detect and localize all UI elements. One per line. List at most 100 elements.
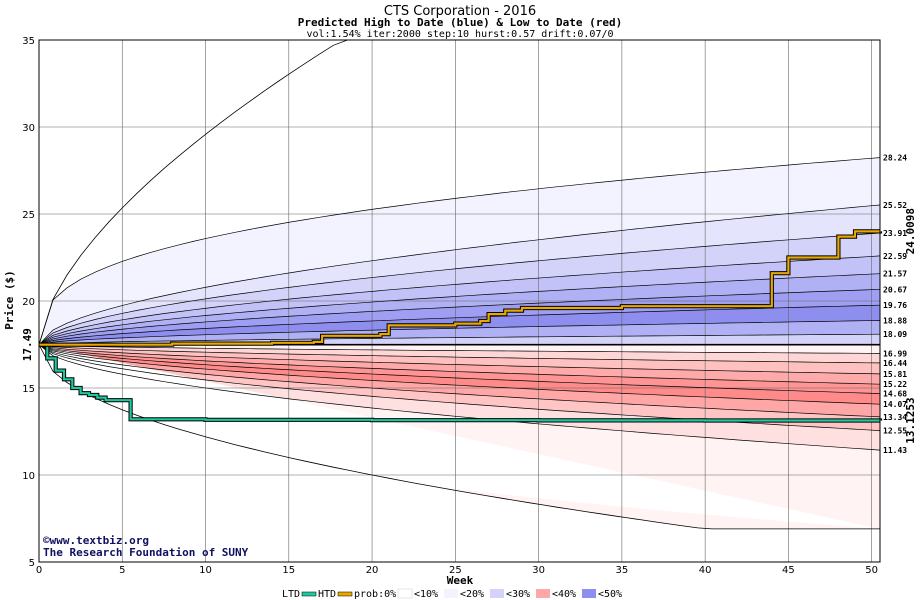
- x-tick-6: 30: [532, 565, 545, 576]
- legend-20-label: <20%: [460, 589, 484, 600]
- y-tick-0: 5: [29, 558, 35, 569]
- low-band-6: [39, 344, 880, 417]
- legend-htd-swatch: [337, 591, 353, 597]
- x-tick-7: 35: [616, 565, 629, 576]
- htd-last-value-label: 24.0098: [904, 208, 917, 254]
- htd-line: [39, 230, 882, 346]
- band-end-label-17: 11.43: [883, 446, 907, 455]
- band-end-label-12: 15.22: [883, 380, 907, 389]
- y-tick-5: 30: [22, 123, 35, 134]
- legend-40-label: <40%: [552, 589, 576, 600]
- x-tick-2: 10: [199, 565, 212, 576]
- ltd-line: [39, 343, 882, 422]
- low-band-3: [39, 344, 880, 385]
- legend-50-label: <50%: [598, 589, 622, 600]
- band-end-label-4: 21.57: [883, 270, 907, 279]
- x-tick-3: 15: [282, 565, 295, 576]
- band-line-3: [38, 255, 881, 345]
- y-tick-6: 35: [22, 36, 35, 47]
- low-band-1: [39, 344, 880, 363]
- legend-ltd-swatch: [301, 591, 317, 597]
- y-tick-4: 25: [22, 210, 35, 221]
- chart-params: vol:1.54% iter:2000 step:10 hurst:0.57 d…: [306, 29, 613, 40]
- x-tick-1: 5: [119, 565, 125, 576]
- band-end-label-6: 19.76: [883, 301, 907, 310]
- y-tick-3: 20: [22, 297, 35, 308]
- band-end-label-2: 23.91: [883, 229, 907, 238]
- credit-org: The Research Foundation of SUNY: [43, 546, 249, 559]
- high-band-3: [39, 233, 880, 345]
- band-line-18: [38, 344, 881, 451]
- band-end-label-8: 18.09: [883, 330, 907, 339]
- low-band-0: [39, 344, 880, 354]
- y-axis-label: Price ($): [3, 270, 16, 330]
- legend: LTD HTD prob:0% <10% <20% <30% <40% <50%: [282, 588, 622, 600]
- y-tick-1: 10: [22, 471, 35, 482]
- band-end-label-7: 18.88: [883, 316, 907, 325]
- x-tick-8: 40: [699, 565, 712, 576]
- low-band-8: [39, 344, 880, 451]
- min-envelope-line: [38, 344, 880, 530]
- low-band-10: [39, 344, 880, 529]
- x-tick-9: 45: [782, 565, 795, 576]
- band-end-label-9: 16.99: [883, 349, 907, 358]
- band-line-5: [38, 288, 881, 346]
- legend-swatch-0: [397, 588, 413, 599]
- band-line-15: [38, 344, 881, 405]
- high-band-1: [39, 157, 880, 345]
- legend-ltd-label: LTD: [282, 589, 300, 600]
- band-end-label-0: 28.24: [883, 154, 907, 163]
- legend-swatch-30: [536, 589, 550, 598]
- legend-10-label: <10%: [414, 589, 438, 600]
- band-line-8: [38, 333, 881, 346]
- legend-30-label: <30%: [506, 589, 530, 600]
- band-end-label-1: 25.52: [883, 201, 907, 210]
- x-tick-5: 25: [449, 565, 462, 576]
- x-tick-0: 0: [36, 565, 42, 576]
- low-band-4: [39, 344, 880, 394]
- band-end-label-3: 22.59: [883, 252, 907, 261]
- band-end-label-5: 20.67: [883, 285, 907, 294]
- high-band-8: [39, 320, 880, 345]
- high-band-5: [39, 273, 880, 345]
- high-band-0: [39, 40, 880, 345]
- band-line-14: [38, 344, 881, 394]
- low-band-5: [39, 344, 880, 405]
- low-band-7: [39, 344, 880, 431]
- y-tick-2: 15: [22, 384, 35, 395]
- band-line-12: [38, 344, 881, 375]
- band-line-0: [38, 157, 881, 345]
- band-end-label-13: 14.68: [883, 390, 907, 399]
- band-line-16: [38, 344, 881, 418]
- x-tick-4: 20: [366, 565, 379, 576]
- high-band-6: [39, 289, 880, 345]
- legend-swatch-40: [582, 589, 596, 598]
- band-end-label-15: 13.34: [883, 413, 907, 422]
- start-price-label: 17.49: [21, 328, 34, 361]
- band-line-1: [38, 204, 881, 345]
- band-line-10: [38, 344, 881, 354]
- series-group: [38, 39, 883, 530]
- legend-swatch-10: [444, 589, 458, 598]
- band-line-4: [38, 273, 881, 346]
- x-tick-10: 50: [865, 565, 878, 576]
- legend-swatch-20: [490, 589, 504, 598]
- plot-frame: [38, 39, 881, 563]
- high-band-2: [39, 205, 880, 345]
- chart-title: CTS Corporation - 2016: [384, 4, 536, 19]
- band-line-2: [38, 232, 881, 345]
- band-line-11: [38, 344, 881, 364]
- band-line-13: [38, 344, 881, 385]
- ltd-last-value-label: 13.1253: [904, 397, 917, 443]
- band-line-6: [38, 304, 881, 346]
- band-end-labels: 28.24 25.52 23.91 22.59 21.57 20.67 19.76 18.88…: [883, 154, 907, 455]
- band-end-label-10: 16.44: [883, 359, 907, 368]
- credit-url: ©www.textbiz.org: [43, 534, 149, 547]
- x-axis-label: Week: [447, 574, 474, 587]
- high-band-4: [39, 255, 880, 345]
- band-line-7: [38, 320, 881, 346]
- band-end-label-16: 12.55: [883, 427, 907, 436]
- legend-prob-label: prob:0%: [354, 589, 396, 600]
